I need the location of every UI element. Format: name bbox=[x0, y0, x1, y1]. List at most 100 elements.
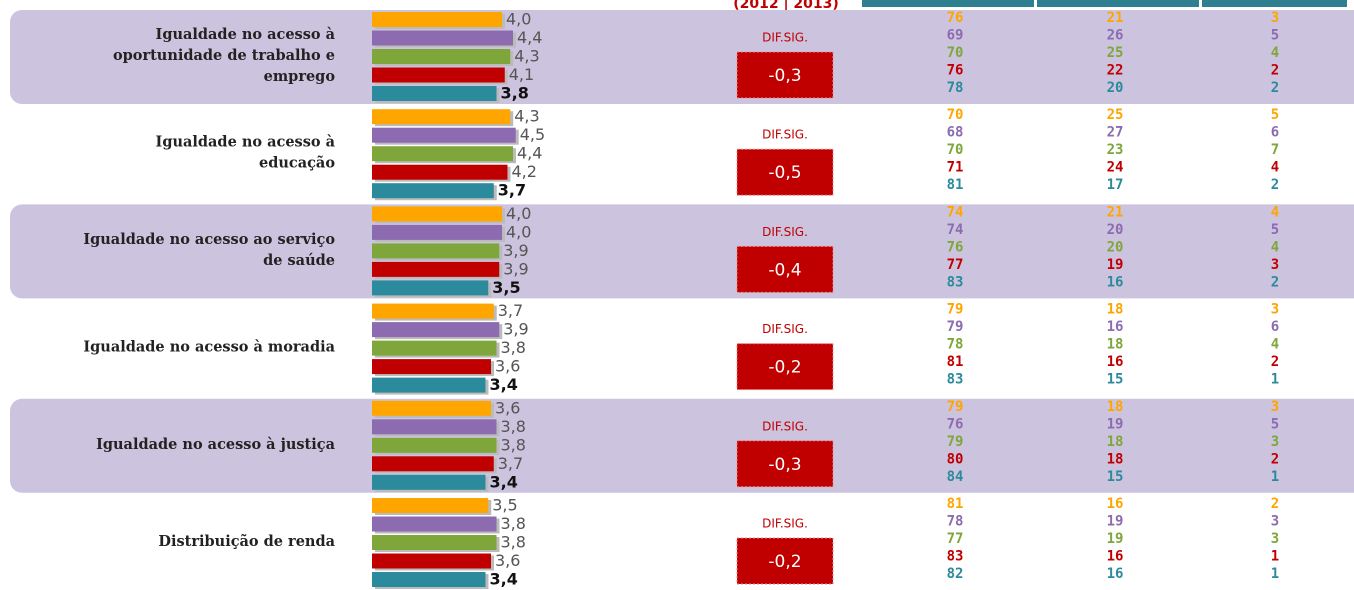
table-cell: 76 bbox=[947, 416, 964, 432]
table-cell: 2 bbox=[1271, 177, 1279, 193]
bar-value: 3,5 bbox=[492, 278, 520, 297]
table-cell: 79 bbox=[947, 319, 964, 335]
table-cell: 1 bbox=[1271, 372, 1279, 388]
bar bbox=[372, 243, 500, 259]
table-cell: 19 bbox=[1107, 514, 1124, 530]
table-cell: 19 bbox=[1107, 531, 1124, 547]
bar bbox=[372, 303, 494, 319]
bar bbox=[372, 127, 516, 143]
table-cell: 19 bbox=[1107, 416, 1124, 432]
table-cell: 1 bbox=[1271, 566, 1279, 582]
row-label: Igualdade no acesso à bbox=[156, 134, 336, 151]
table-cell: 2 bbox=[1271, 274, 1279, 290]
dif-box bbox=[736, 440, 834, 488]
bar bbox=[372, 67, 505, 83]
bar-value: 3,8 bbox=[501, 338, 526, 357]
dif-box bbox=[736, 343, 834, 391]
dif-value: -0,4 bbox=[768, 260, 801, 280]
table-cell: 22 bbox=[1107, 63, 1124, 79]
dif-box bbox=[736, 148, 834, 196]
table-cell: 74 bbox=[947, 222, 964, 238]
table-cell: 76 bbox=[947, 10, 964, 26]
header-cell bbox=[1037, 0, 1199, 7]
bar bbox=[372, 49, 511, 64]
bar bbox=[372, 224, 502, 240]
table-cell: 18 bbox=[1107, 451, 1124, 467]
bar bbox=[372, 86, 497, 101]
bar-value: 3,9 bbox=[503, 320, 528, 339]
bar bbox=[372, 183, 494, 199]
table-cell: 83 bbox=[947, 274, 964, 290]
table-cell: 21 bbox=[1107, 204, 1124, 220]
table-cell: 2 bbox=[1271, 63, 1279, 79]
bar-value: 3,8 bbox=[501, 514, 526, 533]
bar-value: 4,0 bbox=[506, 222, 531, 241]
bar bbox=[372, 12, 502, 27]
table-cell: 4 bbox=[1271, 239, 1279, 255]
row-label: emprego bbox=[264, 68, 336, 85]
dif-value: -0,3 bbox=[768, 455, 801, 475]
bar-value: 3,8 bbox=[501, 533, 526, 552]
table-cell: 16 bbox=[1107, 354, 1124, 370]
row-label: Igualdade no acesso ao serviço bbox=[83, 231, 335, 248]
bar-value: 4,4 bbox=[517, 144, 542, 163]
table-cell: 23 bbox=[1107, 142, 1124, 158]
table-cell: 79 bbox=[947, 434, 964, 450]
table-cell: 16 bbox=[1107, 319, 1124, 335]
row-band bbox=[10, 204, 1354, 299]
bar bbox=[372, 280, 489, 296]
table-cell: 78 bbox=[947, 337, 964, 353]
table-cell: 79 bbox=[947, 302, 964, 318]
table-cell: 77 bbox=[947, 257, 964, 273]
table-cell: 27 bbox=[1107, 125, 1124, 141]
row-label: de saúde bbox=[263, 252, 335, 269]
table-cell: 25 bbox=[1107, 45, 1124, 61]
header-cell bbox=[862, 0, 1034, 7]
table-cell: 5 bbox=[1271, 222, 1279, 238]
table-cell: 15 bbox=[1107, 372, 1124, 388]
bar-value: 3,8 bbox=[501, 435, 526, 454]
bar bbox=[372, 359, 491, 375]
bar-value: 3,6 bbox=[495, 357, 520, 376]
table-cell: 16 bbox=[1107, 496, 1124, 512]
bar bbox=[372, 572, 486, 587]
table-cell: 3 bbox=[1271, 257, 1279, 273]
table-cell: 76 bbox=[947, 239, 964, 255]
table-cell: 4 bbox=[1271, 337, 1279, 353]
bar bbox=[372, 535, 497, 550]
table-cell: 76 bbox=[947, 63, 964, 79]
bar bbox=[372, 400, 491, 416]
row-label: Distribuição de renda bbox=[158, 533, 335, 550]
table-cell: 1 bbox=[1271, 469, 1279, 485]
table-cell: 74 bbox=[947, 204, 964, 220]
bar bbox=[372, 146, 513, 162]
bar bbox=[372, 164, 508, 180]
table-cell: 2 bbox=[1271, 451, 1279, 467]
table-cell: 25 bbox=[1107, 107, 1124, 123]
bar-value: 3,4 bbox=[490, 472, 518, 491]
table-cell: 82 bbox=[947, 566, 964, 582]
table-cell: 78 bbox=[947, 80, 964, 96]
row-label: Igualdade no acesso à moradia bbox=[83, 339, 335, 356]
bar bbox=[372, 498, 489, 513]
bar bbox=[372, 377, 486, 393]
table-cell: 81 bbox=[947, 177, 964, 193]
bar-value: 4,1 bbox=[509, 65, 534, 84]
table-cell: 7 bbox=[1271, 142, 1279, 158]
bar-value: 3,9 bbox=[503, 259, 528, 278]
dif-value: -0,5 bbox=[768, 163, 801, 183]
bar bbox=[372, 516, 497, 532]
dif-box bbox=[736, 51, 834, 99]
row-band bbox=[10, 10, 1354, 104]
bar bbox=[372, 109, 511, 125]
table-cell: 2 bbox=[1271, 354, 1279, 370]
table-cell: 83 bbox=[947, 372, 964, 388]
table-cell: 19 bbox=[1107, 257, 1124, 273]
sig-label: DIF.SIG. bbox=[762, 517, 808, 531]
table-cell: 70 bbox=[947, 107, 964, 123]
table-cell: 2 bbox=[1271, 80, 1279, 96]
bar-value: 4,4 bbox=[517, 28, 542, 47]
table-cell: 83 bbox=[947, 549, 964, 565]
table-cell: 3 bbox=[1271, 302, 1279, 318]
